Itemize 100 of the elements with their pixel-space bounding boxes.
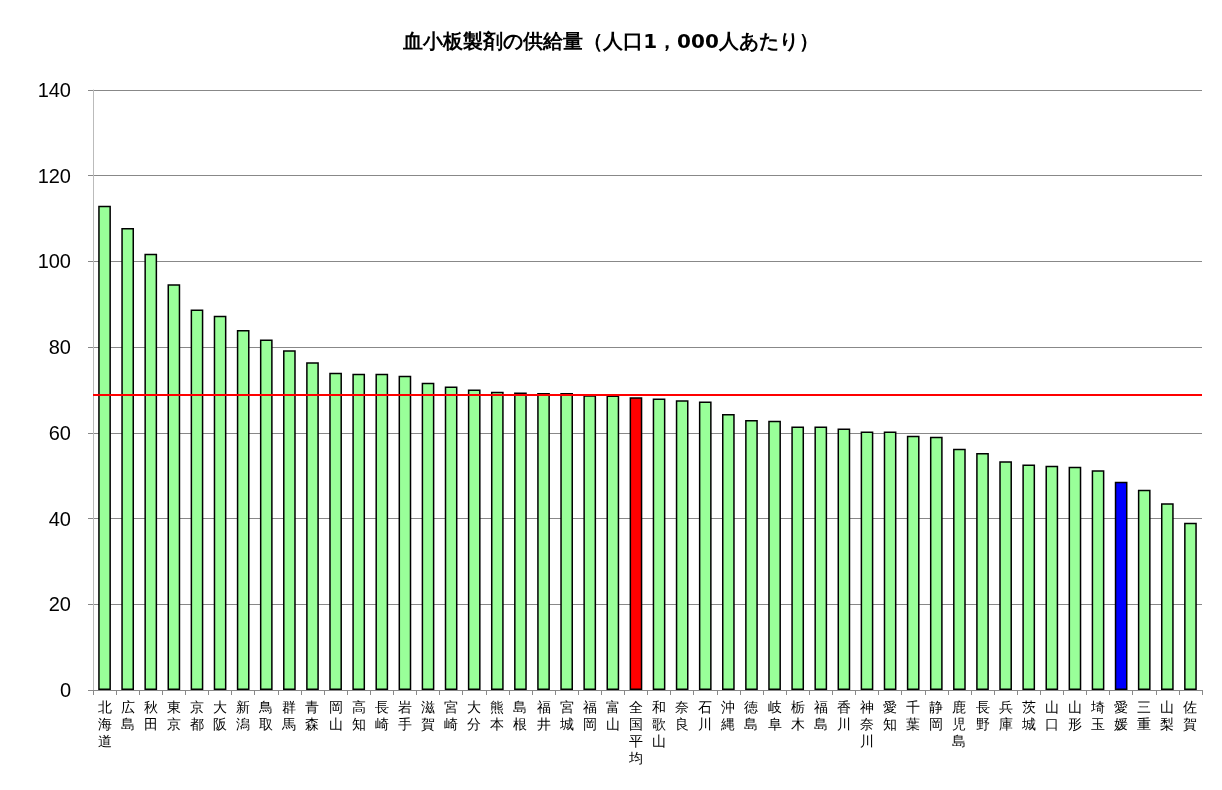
- bar: [236, 330, 250, 690]
- bar: [259, 339, 273, 690]
- x-tick-label: 宮崎: [444, 698, 459, 732]
- y-tick-label: 80: [48, 336, 71, 359]
- x-tick-label: 福井: [536, 698, 551, 732]
- bar: [375, 373, 389, 690]
- y-tick-label: 140: [37, 79, 71, 101]
- bar: [1160, 503, 1174, 690]
- x-tick-label: 徳島: [744, 698, 759, 732]
- x-tick-label: 山梨: [1160, 698, 1175, 732]
- bar: [1091, 470, 1105, 690]
- x-tick-label: 埼玉: [1090, 698, 1106, 732]
- x-tick-label: 京都: [189, 698, 204, 732]
- bar: [652, 398, 666, 690]
- x-tick-label: 福岡: [582, 698, 597, 732]
- bar: [514, 392, 527, 690]
- bar: [837, 428, 851, 690]
- x-tick-label: 長崎: [374, 698, 389, 732]
- x-tick-label: 青森: [305, 698, 320, 732]
- bar: [421, 382, 435, 690]
- bar: [329, 372, 342, 690]
- bar: [1045, 465, 1059, 690]
- x-tick-label: 兵庫: [998, 698, 1013, 732]
- bar: [213, 315, 227, 690]
- bar: [883, 431, 897, 690]
- x-tick-label: 千葉: [906, 698, 921, 732]
- bar: [167, 284, 181, 690]
- bar: [860, 431, 874, 690]
- x-tick-label: 大阪: [213, 698, 228, 732]
- y-tick-label: 0: [59, 679, 71, 701]
- x-tick-label: 奈良: [675, 698, 690, 732]
- x-tick-label: 石川: [698, 698, 713, 732]
- x-tick-label: 神奈川: [859, 698, 874, 749]
- y-tick-label: 100: [37, 250, 71, 273]
- y-tick-label: 40: [48, 507, 71, 530]
- x-tick-label: 大分: [467, 698, 482, 732]
- chart-title: 血小板製剤の供給量（人口1，000人あたり）: [402, 29, 819, 53]
- x-tick-label: 福島: [813, 698, 828, 732]
- x-tick-label: 富山: [605, 698, 620, 732]
- bar: [906, 435, 920, 690]
- x-tick-label: 山形: [1067, 698, 1082, 732]
- x-tick-label: 愛媛: [1114, 698, 1129, 732]
- bar: [398, 375, 412, 690]
- bar: [306, 362, 319, 690]
- bar: [1022, 464, 1036, 690]
- x-tick-label: 鹿児島: [952, 698, 967, 749]
- bar: [1114, 481, 1128, 690]
- x-tick-label: 岡山: [328, 698, 343, 732]
- bar: [121, 228, 135, 690]
- bar: [953, 448, 966, 690]
- x-tick-label: 宮城: [558, 698, 574, 732]
- x-tick-label: 東京: [166, 698, 181, 732]
- bar: [976, 453, 989, 690]
- x-tick-label: 滋賀: [421, 698, 436, 732]
- y-tick-label: 60: [48, 421, 71, 444]
- x-tick-label: 栃木: [790, 698, 805, 732]
- x-tick-label: 広島: [120, 698, 135, 732]
- x-tick-label: 全国平均: [627, 698, 643, 766]
- bar: [98, 205, 111, 690]
- x-tick-label: 鳥取: [258, 698, 274, 732]
- x-tick-label: 茨城: [1020, 698, 1036, 732]
- y-tick-label: 120: [37, 164, 71, 187]
- x-tick-label: 沖縄: [720, 698, 736, 732]
- y-tick-label: 20: [48, 593, 71, 616]
- bar: [1184, 522, 1197, 690]
- x-tick-label: 秋田: [143, 698, 158, 732]
- x-tick-label: 熊本: [490, 698, 505, 732]
- x-tick-label: 岐阜: [767, 698, 782, 732]
- x-tick-label: 群馬: [281, 698, 297, 732]
- bar: [537, 393, 550, 690]
- bar: [768, 420, 781, 690]
- bar: [283, 350, 296, 690]
- bar: [352, 373, 366, 690]
- bar: [467, 389, 481, 690]
- bar: [444, 386, 458, 690]
- x-tick-label: 北海道: [97, 698, 112, 749]
- bar: [929, 436, 943, 690]
- x-tick-label: 香川: [836, 698, 851, 732]
- bar: [583, 395, 597, 690]
- x-tick-label: 静岡: [929, 698, 944, 732]
- x-tick-label: 三重: [1137, 698, 1152, 732]
- x-tick-label: 島根: [513, 698, 528, 732]
- x-tick-label: 長野: [975, 698, 990, 732]
- bar: [144, 253, 158, 690]
- bar: [1068, 466, 1082, 690]
- x-tick-label: 山口: [1044, 698, 1059, 732]
- bar: [814, 426, 828, 690]
- bar: [190, 309, 204, 690]
- bar: [999, 461, 1012, 690]
- x-tick-label: 佐賀: [1183, 698, 1198, 732]
- bar: [560, 393, 573, 690]
- bar: [698, 401, 712, 690]
- bar: [722, 414, 735, 690]
- bar: [675, 400, 689, 690]
- bar: [745, 420, 758, 690]
- x-tick-label: 岩手: [397, 698, 412, 732]
- x-tick-label: 高知: [351, 698, 366, 732]
- bar: [606, 395, 620, 690]
- bar: [1137, 489, 1151, 690]
- bar: [490, 391, 504, 690]
